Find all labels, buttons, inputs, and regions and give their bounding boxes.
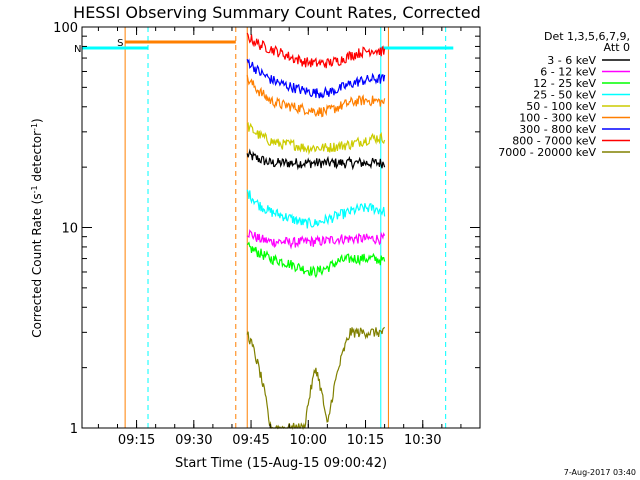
series-line xyxy=(246,189,386,229)
legend-label: 100 - 300 keV xyxy=(519,112,596,125)
legend-header-line-1: Det 1,3,5,6,7,9, xyxy=(544,30,630,43)
y-axis-label: Corrected Count Rate (s-1 detector-1) xyxy=(30,118,45,337)
legend-label: 25 - 50 keV xyxy=(533,89,596,102)
x-tick-label: 09:30 xyxy=(175,433,212,448)
legend-label: 12 - 25 keV xyxy=(533,77,596,90)
series-line xyxy=(246,229,386,250)
series-line xyxy=(246,241,386,279)
legend-label: 7000 - 20000 keV xyxy=(498,146,596,159)
time-markers xyxy=(124,27,447,428)
series-line xyxy=(246,121,386,156)
x-tick-label: 09:15 xyxy=(118,433,155,448)
series-line xyxy=(246,148,386,171)
x-tick-label: 10:00 xyxy=(290,433,327,448)
flag-label: N xyxy=(74,44,81,55)
x-tick-label: 10:15 xyxy=(347,433,384,448)
y-tick-label: 1 xyxy=(70,422,78,437)
legend-label: 300 - 800 keV xyxy=(519,123,596,136)
x-axis-label: Start Time (15-Aug-15 09:00:42) xyxy=(175,456,387,471)
legend-label: 800 - 7000 keV xyxy=(512,135,596,148)
flag-label: S xyxy=(117,38,123,49)
legend-header-line-2: Att 0 xyxy=(604,41,630,54)
series-line xyxy=(246,58,386,99)
footer-date: 7-Aug-2017 03:40 xyxy=(564,468,636,477)
y-tick-label: 10 xyxy=(61,222,78,237)
chart-title: HESSI Observing Summary Count Rates, Cor… xyxy=(73,3,481,22)
legend-label: 3 - 6 keV xyxy=(547,54,596,67)
series-line xyxy=(246,74,386,118)
legend-label: 50 - 100 keV xyxy=(526,100,596,113)
series-line xyxy=(246,32,386,69)
legend-label: 6 - 12 keV xyxy=(540,66,596,79)
x-tick-label: 09:45 xyxy=(232,433,269,448)
x-axis: 09:15 09:30 09:45 10:00 10:15 10:30 xyxy=(97,27,481,448)
y-axis: 1 10 100 xyxy=(53,21,480,437)
y-tick-label: 100 xyxy=(53,21,78,36)
observing-flags: SN xyxy=(74,38,454,55)
x-tick-label: 10:30 xyxy=(404,433,441,448)
